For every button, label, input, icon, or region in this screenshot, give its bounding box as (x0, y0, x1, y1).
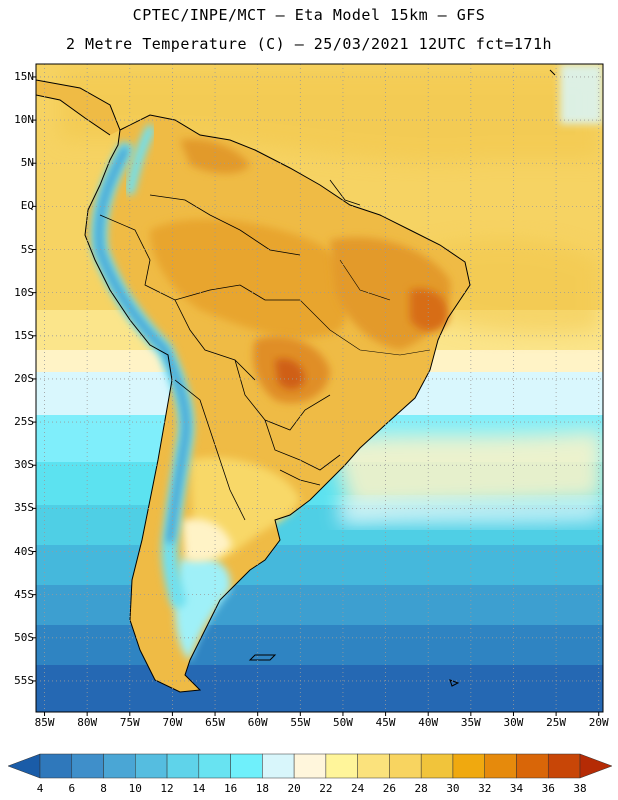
colorbar-min-arrow (7, 753, 41, 779)
colorbar-tick-label: 36 (541, 782, 555, 795)
longitude-label: 50W (333, 716, 353, 729)
longitude-label: 85W (34, 716, 55, 729)
axis-ticks (32, 76, 600, 716)
colorbar-swatch (39, 753, 73, 779)
map-frame (35, 63, 604, 713)
colorbar-swatch (103, 753, 136, 779)
colorbar-swatch (357, 753, 390, 779)
andes-cold-strip (91, 125, 195, 608)
colorbar-tick-label: 34 (509, 782, 524, 795)
colorbar-tick-label: 28 (414, 782, 428, 795)
longitude-label: 65W (205, 716, 225, 729)
longitude-label: 35W (460, 716, 481, 729)
colorbar-swatch (71, 753, 104, 779)
colorbar-tick-label: 16 (223, 782, 238, 795)
latitude-label: 50S (14, 630, 34, 644)
colorbar (7, 753, 613, 779)
colorbar-tick-label: 10 (128, 782, 142, 795)
latitude-label: 55S (14, 673, 34, 687)
latitude-label: 45S (14, 587, 34, 601)
longitude-label: 60W (247, 716, 268, 729)
longitude-label: 70W (162, 716, 183, 729)
longitude-label: 25W (546, 716, 567, 729)
colorbar-swatch (516, 753, 549, 779)
colorbar-tick-label: 32 (478, 782, 492, 795)
colorbar-max-arrow (579, 753, 613, 779)
map-frame-content (36, 64, 603, 712)
colorbar-swatch (547, 753, 581, 779)
colorbar-tick-label: 30 (446, 782, 460, 795)
latitude-label: 15N (14, 69, 34, 83)
colorbar-swatch (230, 753, 263, 779)
longitude-label: 80W (77, 716, 98, 729)
colorbar-tick-label: 12 (160, 782, 174, 795)
colorbar-swatch (262, 753, 295, 779)
chart-title-line-2: 2 Metre Temperature (C) – 25/03/2021 12U… (65, 35, 553, 53)
latitude-label: 10S (14, 285, 34, 299)
colorbar-swatch (325, 753, 358, 779)
colorbar-tick-label: 24 (351, 782, 365, 795)
colorbar-swatch (135, 753, 168, 779)
colorbar-tick-label: 26 (382, 782, 397, 795)
colorbar-tick-label: 6 (68, 782, 76, 795)
latitude-label: 10N (14, 113, 34, 127)
colorbar-swatch (420, 753, 454, 779)
latitude-label: 20S (14, 371, 34, 385)
latitude-label: 25S (14, 415, 34, 429)
colorbar-tick-label: 4 (36, 782, 44, 795)
longitude-label: 55W (290, 716, 311, 729)
latitude-label: 30S (14, 458, 34, 472)
colorbar-swatch (166, 753, 200, 779)
longitude-label: 75W (119, 716, 140, 729)
latitude-label: EQ (20, 199, 34, 213)
colorbar-tick-label: 38 (573, 782, 587, 795)
graticule-grid (36, 64, 603, 712)
latitude-label: 5S (20, 242, 34, 256)
colorbar-tick-label: 22 (319, 782, 333, 795)
longitude-label: 40W (418, 716, 439, 729)
latitude-label: 40S (14, 544, 34, 558)
colorbar-swatch (389, 753, 422, 779)
latitude-label: 35S (14, 501, 34, 515)
colorbar-tick-label: 14 (192, 782, 206, 795)
colorbar-tick-label: 20 (287, 782, 301, 795)
chart-title-line-1: CPTEC/INPE/MCT – Eta Model 15km – GFS (132, 6, 486, 24)
colorbar-swatch (452, 753, 485, 779)
colorbar-swatch (484, 753, 517, 779)
colorbar-swatch (198, 753, 231, 779)
coastlines-and-borders (36, 69, 556, 693)
longitude-label: 45W (375, 716, 396, 729)
colorbar-tick-label: 18 (255, 782, 269, 795)
colorbar-tick-label: 8 (100, 782, 107, 795)
longitude-label: 20W (588, 716, 609, 729)
latitude-label: 15S (14, 328, 34, 342)
colorbar-swatch (293, 753, 327, 779)
latitude-label: 5N (20, 156, 34, 170)
longitude-label: 30W (503, 716, 524, 729)
